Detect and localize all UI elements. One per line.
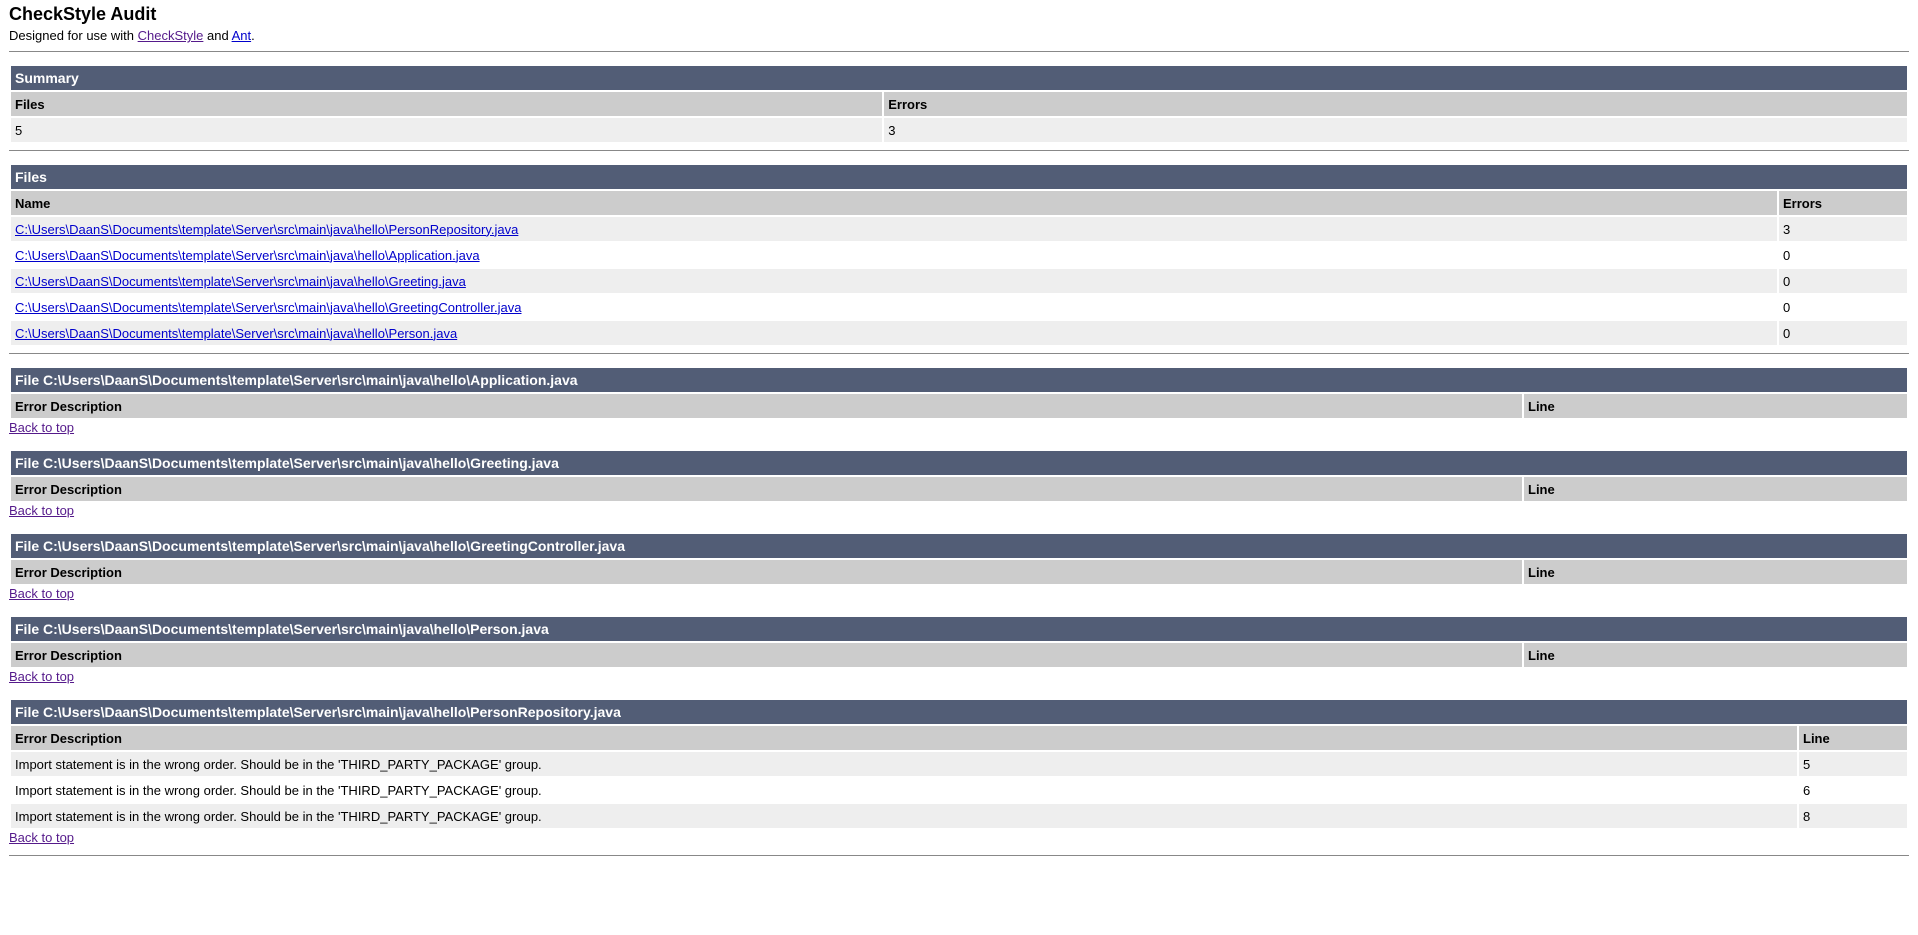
col-line: Line (1524, 643, 1907, 667)
col-line: Line (1524, 477, 1907, 501)
file-link[interactable]: C:\Users\DaanS\Documents\template\Server… (15, 273, 466, 289)
error-line: 5 (1799, 752, 1907, 776)
file-errors: 3 (1779, 217, 1907, 241)
col-errors: Errors (1779, 191, 1907, 215)
file-errors: 0 (1779, 295, 1907, 319)
error-description: Import statement is in the wrong order. … (11, 778, 1797, 802)
file-name-cell: C:\Users\DaanS\Documents\template\Server… (11, 295, 1777, 319)
files-table: Files Name Errors C:\Users\DaanS\Document… (9, 163, 1909, 347)
file-section-title: File C:\Users\DaanS\Documents\template\S… (11, 534, 1907, 558)
period: . (251, 28, 255, 43)
file-section-title: File C:\Users\DaanS\Documents\template\S… (11, 700, 1907, 724)
file-name-cell: C:\Users\DaanS\Documents\template\Server… (11, 269, 1777, 293)
file-name-cell: C:\Users\DaanS\Documents\template\Server… (11, 217, 1777, 241)
files-count: 5 (11, 118, 883, 142)
and-text: and (203, 28, 232, 43)
checkstyle-link[interactable]: CheckStyle (137, 28, 204, 43)
table-row: C:\Users\DaanS\Documents\template\Server… (11, 269, 1907, 293)
back-to-top-link[interactable]: Back to top (9, 586, 75, 601)
file-link[interactable]: C:\Users\DaanS\Documents\template\Server… (15, 221, 519, 237)
col-errors: Errors (884, 92, 1907, 116)
file-errors: 0 (1779, 321, 1907, 345)
divider (9, 51, 1909, 52)
file-errors: 0 (1779, 269, 1907, 293)
divider (9, 855, 1909, 856)
file-section-title: File C:\Users\DaanS\Documents\template\S… (11, 368, 1907, 392)
subtitle-text: Designed for use with (9, 28, 138, 43)
page-title: CheckStyle Audit (9, 4, 157, 24)
file-section-table: File C:\Users\DaanS\Documents\template\S… (9, 532, 1909, 586)
col-line: Line (1524, 560, 1907, 584)
error-description: Import statement is in the wrong order. … (11, 752, 1797, 776)
col-line: Line (1524, 394, 1907, 418)
file-section-table: File C:\Users\DaanS\Documents\template\S… (9, 698, 1909, 830)
divider (9, 353, 1909, 354)
file-name-cell: C:\Users\DaanS\Documents\template\Server… (11, 243, 1777, 267)
error-line: 6 (1799, 778, 1907, 802)
table-row: Import statement is in the wrong order. … (11, 778, 1907, 802)
table-row: C:\Users\DaanS\Documents\template\Server… (11, 217, 1907, 241)
file-section-title: File C:\Users\DaanS\Documents\template\S… (11, 451, 1907, 475)
col-error-description: Error Description (11, 726, 1797, 750)
file-section-table: File C:\Users\DaanS\Documents\template\S… (9, 449, 1909, 503)
file-section-title: File C:\Users\DaanS\Documents\template\S… (11, 617, 1907, 641)
file-section-table: File C:\Users\DaanS\Documents\template\S… (9, 615, 1909, 669)
col-name: Name (11, 191, 1777, 215)
divider (9, 150, 1909, 151)
table-row: C:\Users\DaanS\Documents\template\Server… (11, 321, 1907, 345)
back-to-top-link[interactable]: Back to top (9, 420, 75, 435)
col-line: Line (1799, 726, 1907, 750)
table-row: Import statement is in the wrong order. … (11, 752, 1907, 776)
file-link[interactable]: C:\Users\DaanS\Documents\template\Server… (15, 325, 458, 341)
summary-title: Summary (11, 66, 1907, 90)
file-link[interactable]: C:\Users\DaanS\Documents\template\Server… (15, 247, 480, 263)
files-title: Files (11, 165, 1907, 189)
table-row: Import statement is in the wrong order. … (11, 804, 1907, 828)
col-error-description: Error Description (11, 394, 1522, 418)
ant-link[interactable]: Ant (231, 28, 252, 43)
table-row: C:\Users\DaanS\Documents\template\Server… (11, 295, 1907, 319)
back-to-top-link[interactable]: Back to top (9, 503, 75, 518)
file-section-table: File C:\Users\DaanS\Documents\template\S… (9, 366, 1909, 420)
subtitle: Designed for use with CheckStyle and Ant… (9, 28, 1909, 43)
back-to-top-link[interactable]: Back to top (9, 669, 75, 684)
file-errors: 0 (1779, 243, 1907, 267)
col-error-description: Error Description (11, 477, 1522, 501)
file-name-cell: C:\Users\DaanS\Documents\template\Server… (11, 321, 1777, 345)
errors-count: 3 (884, 118, 1907, 142)
file-details: File C:\Users\DaanS\Documents\template\S… (9, 366, 1909, 845)
col-error-description: Error Description (11, 560, 1522, 584)
error-description: Import statement is in the wrong order. … (11, 804, 1797, 828)
col-files: Files (11, 92, 883, 116)
back-to-top-link[interactable]: Back to top (9, 830, 75, 845)
error-line: 8 (1799, 804, 1907, 828)
file-link[interactable]: C:\Users\DaanS\Documents\template\Server… (15, 299, 522, 315)
table-row: C:\Users\DaanS\Documents\template\Server… (11, 243, 1907, 267)
col-error-description: Error Description (11, 643, 1522, 667)
